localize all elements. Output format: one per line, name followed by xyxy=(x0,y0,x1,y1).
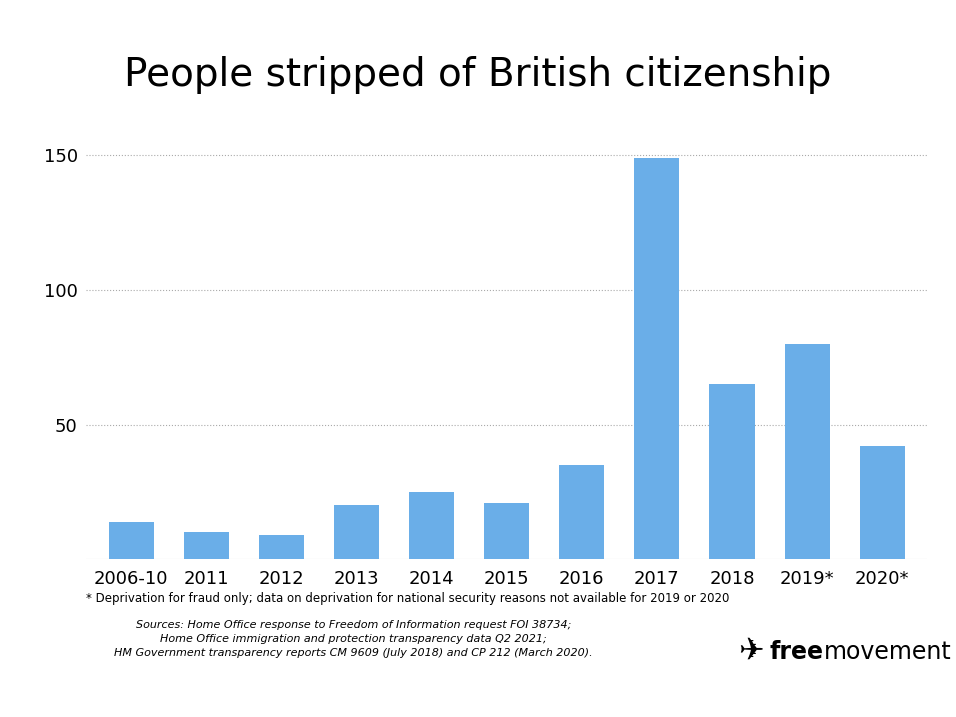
Bar xyxy=(184,532,228,559)
Bar xyxy=(859,446,904,559)
Bar xyxy=(334,505,379,559)
Bar xyxy=(559,465,604,559)
Bar xyxy=(259,535,304,559)
Text: Sources: Home Office response to Freedom of Information request FOI 38734;
Home : Sources: Home Office response to Freedom… xyxy=(115,620,593,658)
Text: ✈: ✈ xyxy=(738,637,764,665)
Bar xyxy=(635,158,680,559)
Bar xyxy=(109,521,154,559)
Text: movement: movement xyxy=(824,640,952,665)
Bar xyxy=(484,503,530,559)
Text: * Deprivation for fraud only; data on deprivation for national security reasons : * Deprivation for fraud only; data on de… xyxy=(86,592,729,604)
Bar xyxy=(709,384,754,559)
Bar xyxy=(785,343,830,559)
Bar xyxy=(409,492,454,559)
Text: free: free xyxy=(770,640,823,665)
Text: People stripped of British citizenship: People stripped of British citizenship xyxy=(124,57,832,94)
